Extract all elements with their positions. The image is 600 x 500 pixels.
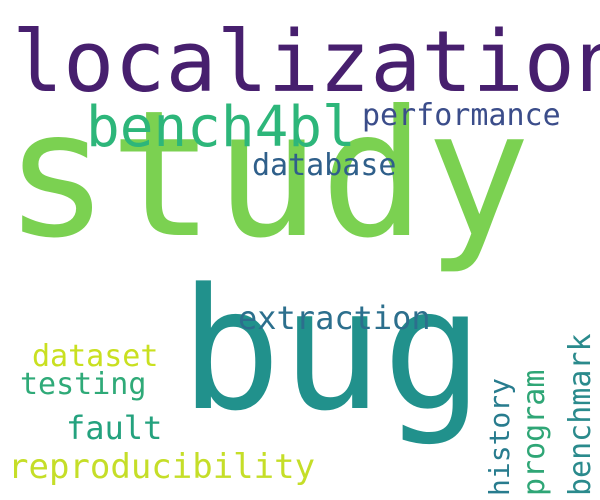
word-testing: testing [20,367,147,402]
word-database: database [252,148,397,183]
word-bench4bl: bench4bl [86,95,356,160]
word-study: study [4,74,531,277]
word-fault: fault [66,409,163,447]
word-dataset: dataset [32,339,159,374]
word-bug: bug [180,252,484,448]
word-reproducibility: reproducibility [8,447,316,487]
word-benchmark: benchmark [563,333,598,496]
word-program: program [517,369,552,496]
word-history: history [483,377,516,496]
word-extraction: extraction [238,299,431,337]
word-performance: performance [362,98,561,133]
word-localization: localization [12,13,600,112]
